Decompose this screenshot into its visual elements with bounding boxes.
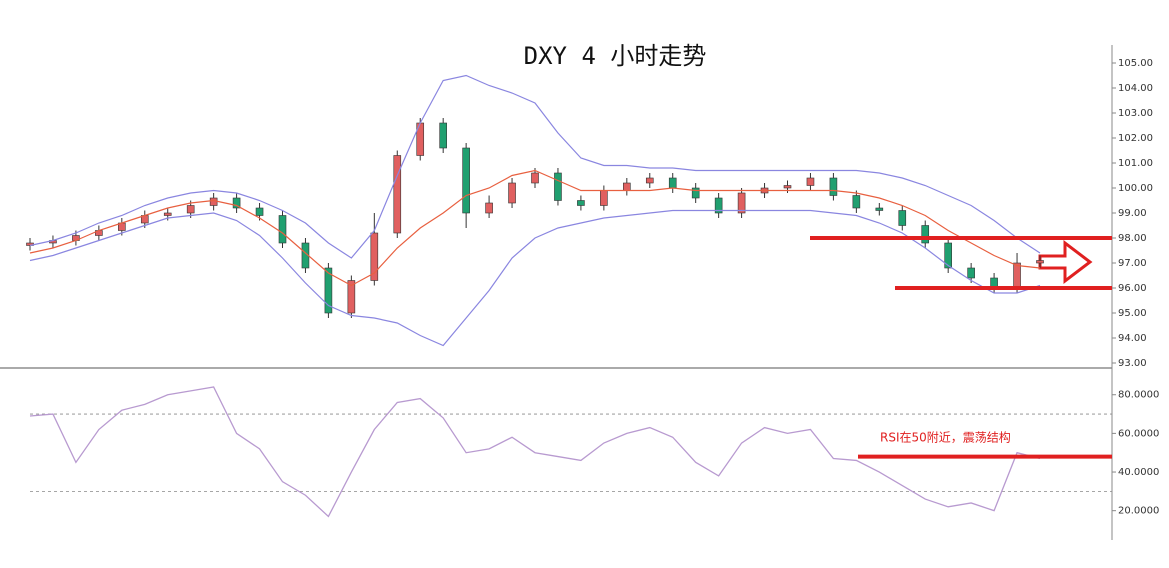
annotation: RSI在50附近，震荡结构: [880, 430, 1011, 445]
candle-body: [462, 147, 470, 214]
candle-body: [508, 182, 516, 204]
candle-body: [278, 215, 287, 244]
candle-body: [623, 182, 631, 191]
y-tick-label: 80.0000: [1118, 390, 1159, 401]
band-line: [29, 74, 1041, 259]
candle-body: [186, 205, 195, 214]
candle-body: [600, 190, 608, 206]
y-tick-label: 101.00: [1118, 158, 1153, 169]
candle-body: [898, 210, 907, 226]
candle-body: [255, 207, 264, 216]
candle-body: [209, 197, 218, 206]
y-tick-label: 100.00: [1118, 183, 1153, 194]
y-tick-label: 102.00: [1118, 133, 1153, 144]
candle-body: [531, 172, 539, 184]
candle-body: [737, 192, 746, 214]
y-tick-label: 96.00: [1118, 283, 1147, 294]
candle-body: [852, 195, 861, 209]
candle-body: [806, 177, 815, 186]
candle-body: [875, 207, 884, 211]
candle-body: [921, 225, 930, 244]
candle-body: [691, 187, 700, 199]
candle-body: [1013, 262, 1021, 289]
y-tick-label: 95.00: [1118, 308, 1147, 319]
y-tick-label: 94.00: [1118, 333, 1147, 344]
y-tick-label: 20.0000: [1118, 506, 1159, 517]
band-line: [29, 169, 1041, 287]
y-tick-label: 103.00: [1118, 108, 1153, 119]
y-tick-label: 60.0000: [1118, 428, 1159, 439]
candle-body: [944, 242, 952, 269]
candle-body: [232, 197, 241, 209]
candle-body: [347, 280, 356, 314]
y-tick-label: 105.00: [1118, 58, 1153, 69]
y-tick-label: 93.00: [1118, 358, 1147, 369]
y-tick-label: 104.00: [1118, 83, 1153, 94]
chart-title: DXY 4 小时走势: [524, 42, 707, 70]
candle-body: [324, 267, 333, 314]
candle-body: [485, 202, 493, 214]
candle-body: [439, 122, 447, 149]
arrow: [1038, 239, 1093, 285]
candle-body: [393, 155, 402, 234]
candle-body: [370, 232, 379, 281]
band-line: [29, 209, 1041, 347]
candle-body: [829, 177, 838, 196]
candle-body: [714, 197, 723, 214]
y-tick-label: 40.0000: [1118, 467, 1159, 478]
candle-body: [967, 267, 975, 279]
candle-body: [645, 177, 654, 184]
rsi-line: [29, 386, 1041, 518]
candle-body: [1036, 260, 1044, 264]
y-tick-label: 98.00: [1118, 233, 1147, 244]
y-tick-label: 99.00: [1118, 208, 1147, 219]
candle-body: [577, 200, 585, 206]
y-tick-label: 97.00: [1118, 258, 1147, 269]
candle-body: [554, 172, 562, 201]
candle-body: [163, 212, 172, 216]
candle-body: [668, 177, 677, 189]
candle-body: [783, 185, 792, 189]
